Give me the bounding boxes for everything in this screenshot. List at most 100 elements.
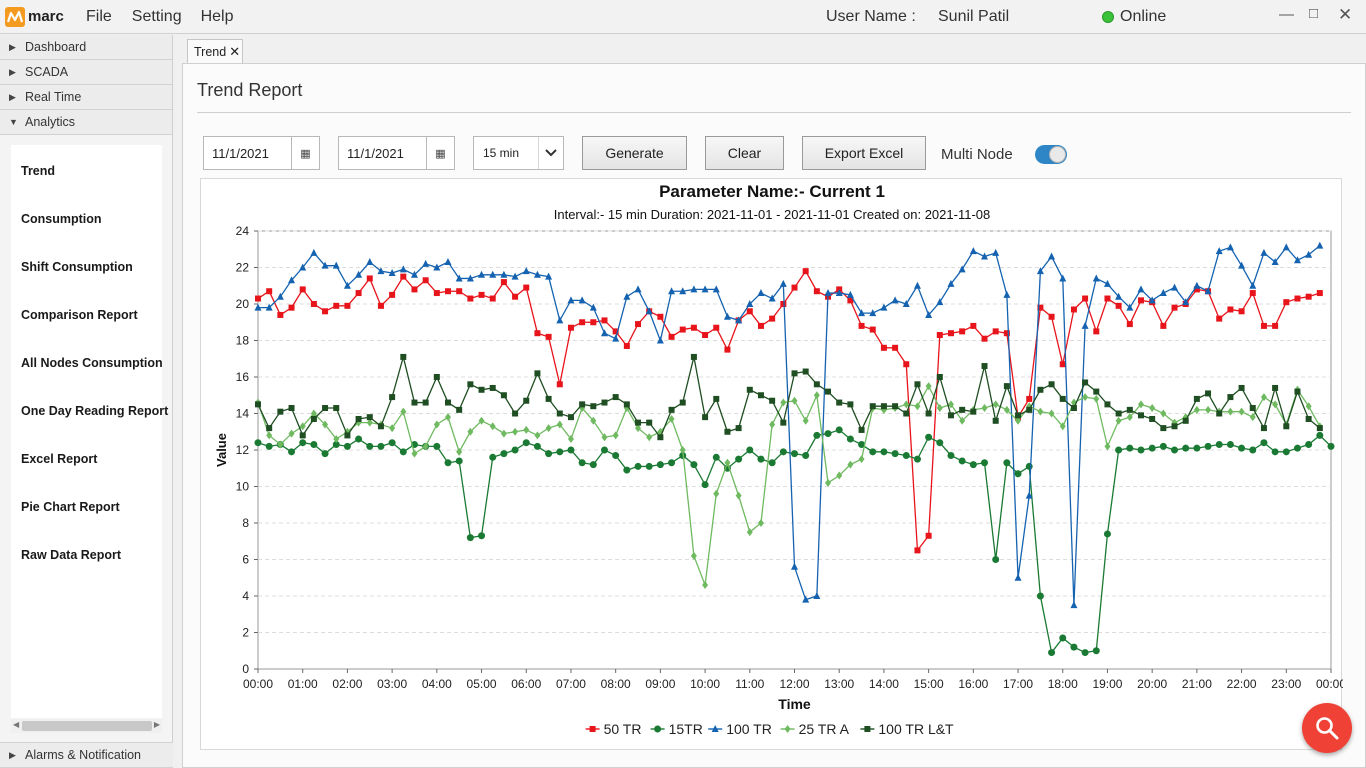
data-point-25-tr-a — [534, 431, 541, 440]
calendar-icon[interactable]: ▦ — [435, 147, 446, 160]
sidebar-item-one-day-reading-report[interactable]: One Day Reading Report — [21, 404, 169, 418]
data-point-25-tr-a — [1160, 409, 1167, 418]
x-tick-label: 16:00 — [958, 677, 988, 691]
data-point-50-tr — [1093, 328, 1100, 335]
data-point-25-tr-a — [780, 398, 787, 407]
data-point-25-tr-a — [746, 528, 753, 537]
data-point-100-tr-l-t — [757, 392, 764, 399]
data-point-25-tr-a — [1015, 416, 1022, 425]
maximize-icon[interactable]: □ — [1309, 5, 1319, 22]
data-point-50-tr — [724, 346, 731, 353]
page-title: Trend Report — [197, 80, 303, 100]
data-point-15tr — [545, 450, 553, 458]
data-point-100-tr — [1092, 274, 1100, 282]
sidebar-section-dashboard[interactable]: ▶ Dashboard — [0, 35, 172, 60]
multi-node-toggle[interactable] — [1035, 145, 1067, 164]
sidebar-section-analytics[interactable]: ▼ Analytics — [0, 110, 172, 135]
sidebar-item-excel-report[interactable]: Excel Report — [21, 452, 98, 466]
data-point-100-tr — [656, 336, 664, 344]
data-point-15tr — [288, 448, 296, 456]
sidebar-item-all-nodes-consumption[interactable]: All Nodes Consumption — [21, 356, 163, 370]
menu-file[interactable]: File — [86, 7, 112, 25]
data-point-100-tr-l-t — [1048, 381, 1055, 388]
minimize-icon[interactable]: — — [1279, 6, 1294, 23]
x-tick-label: 19:00 — [1092, 677, 1122, 691]
data-point-15tr — [701, 481, 709, 489]
expand-arrow-icon: ▶ — [9, 91, 16, 102]
data-point-100-tr — [410, 270, 418, 278]
data-point-100-tr-l-t — [746, 386, 753, 393]
data-point-25-tr-a — [523, 425, 530, 434]
data-point-100-tr — [1081, 321, 1089, 329]
data-point-100-tr-l-t — [534, 370, 541, 377]
to-date-picker[interactable]: ▦ — [338, 136, 455, 170]
data-point-15tr — [813, 431, 821, 439]
data-point-100-tr — [1171, 283, 1179, 291]
sidebar-horizontal-scrollbar[interactable]: ◀ ▶ — [11, 719, 162, 733]
data-point-25-tr-a — [478, 416, 485, 425]
data-point-100-tr — [343, 281, 351, 289]
data-point-50-tr — [590, 319, 597, 326]
data-point-100-tr — [835, 289, 843, 297]
data-point-100-tr-l-t — [1305, 415, 1312, 422]
calendar-icon[interactable]: ▦ — [300, 147, 311, 160]
y-tick-label: 22 — [236, 261, 250, 275]
chevron-down-icon[interactable] — [538, 137, 562, 169]
sidebar-section-alarms[interactable]: ▶ Alarms & Notification — [0, 742, 173, 768]
from-date-input[interactable] — [204, 137, 292, 169]
x-tick-label: 01:00 — [288, 677, 318, 691]
sidebar-item-consumption[interactable]: Consumption — [21, 212, 102, 226]
data-point-100-tr-l-t — [1026, 406, 1033, 413]
data-point-25-tr-a — [646, 433, 653, 442]
scroll-left-icon[interactable]: ◀ — [13, 720, 20, 729]
data-point-25-tr-a — [601, 433, 608, 442]
x-tick-label: 22:00 — [1227, 677, 1257, 691]
data-point-100-tr — [589, 303, 597, 311]
data-point-25-tr-a — [1238, 407, 1245, 416]
data-point-100-tr-l-t — [880, 403, 887, 410]
sidebar-item-raw-data-report[interactable]: Raw Data Report — [21, 548, 122, 562]
clear-button[interactable]: Clear — [705, 136, 784, 170]
data-point-50-tr — [936, 332, 943, 339]
sidebar-item-trend[interactable]: Trend — [21, 164, 56, 178]
data-point-100-tr — [612, 334, 620, 342]
sidebar-item-shift-consumption[interactable]: Shift Consumption — [21, 260, 133, 274]
data-point-50-tr — [892, 344, 899, 351]
legend-label-100-tr: 100 TR — [726, 721, 772, 737]
sidebar-section-label: SCADA — [25, 65, 69, 79]
export-excel-button[interactable]: Export Excel — [802, 136, 926, 170]
data-point-15tr — [1215, 441, 1223, 449]
sidebar-item-comparison-report[interactable]: Comparison Report — [21, 308, 138, 322]
data-point-25-tr-a — [489, 422, 496, 431]
data-point-50-tr — [1305, 293, 1312, 300]
scrollbar-thumb[interactable] — [22, 721, 152, 731]
search-fab-button[interactable] — [1302, 703, 1352, 753]
from-date-picker[interactable]: ▦ — [203, 136, 320, 170]
close-window-icon[interactable]: ✕ — [1338, 5, 1353, 24]
data-point-50-tr — [333, 302, 340, 309]
sidebar-section-real-time[interactable]: ▶ Real Time — [0, 85, 172, 110]
tab-trend[interactable]: Trend ✕ — [187, 39, 243, 63]
data-point-25-tr-a — [668, 414, 675, 423]
close-tab-icon[interactable]: ✕ — [229, 43, 241, 59]
interval-select[interactable]: 15 min — [473, 136, 564, 170]
data-point-15tr — [1048, 649, 1056, 657]
x-tick-label: 20:00 — [1137, 677, 1167, 691]
data-point-25-tr-a — [288, 429, 295, 438]
generate-button[interactable]: Generate — [582, 136, 687, 170]
sidebar-section-scada[interactable]: ▶ SCADA — [0, 60, 172, 85]
to-date-input[interactable] — [339, 137, 427, 169]
menu-bar: marc File Setting Help User Name : Sunil… — [0, 0, 1366, 34]
data-point-15tr — [500, 450, 508, 458]
data-point-50-tr — [377, 302, 384, 309]
data-point-100-tr-l-t — [456, 406, 463, 413]
data-point-100-tr-l-t — [947, 412, 954, 419]
menu-setting[interactable]: Setting — [131, 7, 182, 25]
status-dot-icon — [1102, 11, 1114, 23]
sidebar-section-alarms-header[interactable]: ▶ Alarms & Notification — [0, 742, 173, 768]
data-point-50-tr — [1082, 295, 1089, 302]
data-point-100-tr-l-t — [489, 384, 496, 391]
menu-help[interactable]: Help — [200, 7, 234, 25]
scroll-right-icon[interactable]: ▶ — [153, 720, 160, 729]
sidebar-item-pie-chart-report[interactable]: Pie Chart Report — [21, 500, 120, 514]
